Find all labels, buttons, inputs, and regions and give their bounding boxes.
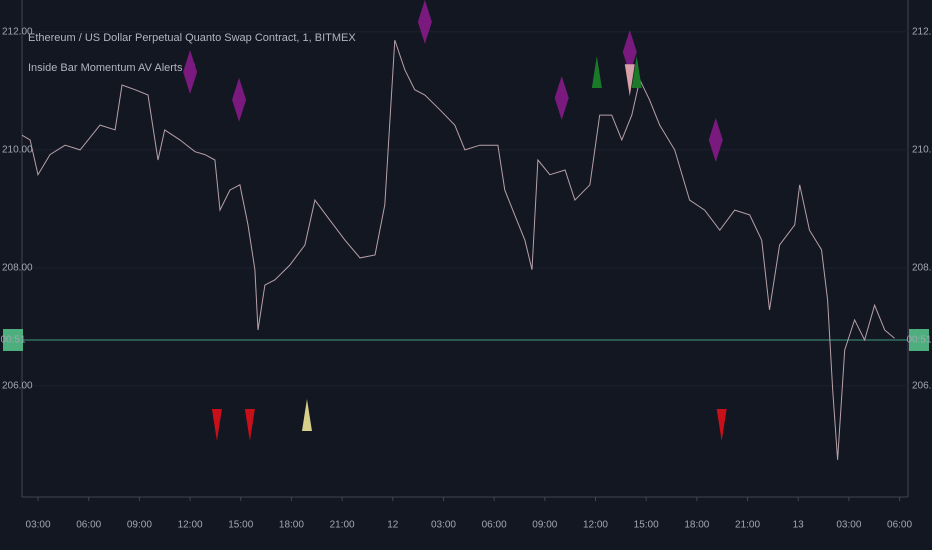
y-tick-label-right: 206.00 bbox=[912, 381, 932, 392]
signal-diamond bbox=[183, 50, 198, 95]
signal-triangle-down bbox=[716, 408, 727, 441]
x-tick-label: 06:00 bbox=[482, 520, 507, 531]
signal-diamond bbox=[232, 77, 247, 122]
x-tick-label: 03:00 bbox=[836, 520, 861, 531]
signal-diamond bbox=[554, 75, 569, 120]
signal-triangle-down bbox=[624, 64, 635, 97]
x-tick-label: 13 bbox=[793, 520, 805, 531]
x-tick-label: 21:00 bbox=[735, 520, 760, 531]
y-tick-label: 208.00 bbox=[2, 263, 33, 274]
chart-title: Ethereum / US Dollar Perpetual Quanto Sw… bbox=[28, 32, 356, 44]
x-tick-label: 18:00 bbox=[684, 520, 709, 531]
x-tick-label: 06:00 bbox=[887, 520, 912, 531]
x-tick-label: 12:00 bbox=[583, 520, 608, 531]
signal-diamond bbox=[417, 0, 432, 44]
last-price-label-right: 00:51 bbox=[906, 335, 931, 346]
x-tick-label: 06:00 bbox=[76, 520, 101, 531]
x-tick-label: 15:00 bbox=[228, 520, 253, 531]
x-tick-label: 09:00 bbox=[532, 520, 557, 531]
signal-triangle-up bbox=[631, 56, 642, 89]
signal-triangle-down bbox=[244, 408, 255, 441]
y-tick-label: 210.00 bbox=[2, 145, 33, 156]
last-price-label-box bbox=[3, 328, 23, 351]
y-tick-label: 212.00 bbox=[2, 27, 33, 38]
x-tick-label: 03:00 bbox=[431, 520, 456, 531]
x-tick-label: 09:00 bbox=[127, 520, 152, 531]
signal-triangle-up bbox=[301, 398, 312, 431]
y-tick-label-right: 212.00 bbox=[912, 27, 932, 38]
price-line bbox=[21, 39, 895, 460]
signal-triangle-up bbox=[591, 56, 602, 89]
signal-diamond bbox=[622, 29, 637, 74]
y-tick-label-right: 210.00 bbox=[912, 145, 932, 156]
x-tick-label: 03:00 bbox=[26, 520, 51, 531]
signal-diamond bbox=[708, 117, 723, 162]
indicator-title: Inside Bar Momentum AV Alerts v1 bbox=[28, 62, 197, 74]
x-tick-label: 15:00 bbox=[634, 520, 659, 531]
y-tick-label: 206.00 bbox=[2, 381, 33, 392]
signal-triangle-down bbox=[211, 408, 222, 441]
y-tick-label-right: 208.00 bbox=[912, 263, 932, 274]
x-tick-label: 12:00 bbox=[178, 520, 203, 531]
last-price-label-right-box bbox=[909, 328, 929, 351]
x-tick-label: 21:00 bbox=[330, 520, 355, 531]
last-price-label: 00:51 bbox=[0, 335, 25, 346]
x-tick-label: 18:00 bbox=[279, 520, 304, 531]
x-tick-label: 12 bbox=[387, 520, 399, 531]
